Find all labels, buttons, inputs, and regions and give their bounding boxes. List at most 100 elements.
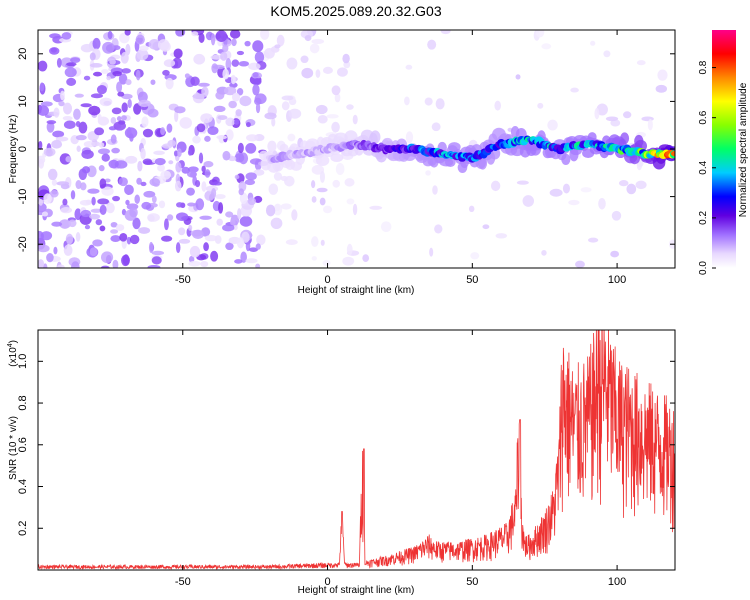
snr-x-tick-label: 100 bbox=[608, 576, 626, 588]
heatmap-cell bbox=[98, 165, 105, 172]
heatmap-cell bbox=[280, 175, 288, 182]
heatmap-cell bbox=[580, 187, 592, 193]
heatmap-cell bbox=[255, 243, 261, 250]
heatmap-cell bbox=[98, 142, 105, 148]
heatmap-cell bbox=[286, 57, 298, 70]
heatmap-cell bbox=[53, 107, 60, 118]
heatmap-cell bbox=[198, 33, 205, 44]
heatmap-cell bbox=[331, 121, 340, 133]
heatmap-panel: -50 0 50 100 -20 -10 0 10 20 Height of straight… bbox=[8, 29, 676, 296]
heatmap-cell bbox=[435, 98, 445, 110]
heatmap-cell bbox=[162, 69, 170, 76]
heatmap-cell bbox=[622, 111, 632, 119]
heatmap-cell bbox=[58, 100, 65, 107]
heatmap-cell bbox=[117, 91, 125, 97]
heatmap-cell bbox=[87, 188, 100, 194]
heatmap-cell bbox=[549, 188, 563, 197]
heatmap-cell bbox=[195, 198, 205, 211]
heatmap-cell bbox=[168, 160, 174, 165]
heatmap-cell bbox=[137, 160, 143, 172]
heatmap-cell bbox=[234, 119, 240, 125]
heatmap-cell bbox=[175, 30, 186, 37]
heatmap-cell bbox=[70, 190, 76, 200]
heatmap-cell bbox=[150, 79, 156, 85]
heatmap-cell bbox=[404, 96, 410, 106]
heatmap-cell bbox=[147, 214, 155, 222]
heatmap-cell bbox=[255, 102, 261, 114]
heatmap-cell bbox=[274, 203, 281, 212]
snr-scale-close: ) bbox=[8, 340, 19, 343]
heatmap-cell bbox=[310, 180, 316, 189]
heatmap-cell bbox=[301, 67, 314, 79]
heatmap-cell bbox=[99, 204, 107, 215]
heatmap-cell bbox=[346, 243, 353, 256]
heatmap-cell bbox=[245, 241, 251, 252]
heatmap-cell bbox=[127, 98, 132, 109]
heatmap-cell bbox=[138, 227, 151, 234]
heatmap-cell bbox=[39, 82, 45, 92]
heatmap-cell bbox=[231, 92, 241, 102]
heatmap-cell bbox=[244, 179, 256, 186]
heatmap-cell bbox=[190, 76, 200, 87]
heatmap-cell bbox=[610, 119, 621, 127]
heatmap-cell bbox=[267, 140, 277, 152]
heatmap-cell bbox=[81, 149, 94, 159]
colorbar-tick-label: 0.8 bbox=[698, 60, 709, 74]
heatmap-cell bbox=[245, 121, 251, 128]
heatmap-cell bbox=[594, 107, 600, 120]
heatmap-cell bbox=[80, 43, 94, 53]
heatmap-cell bbox=[115, 224, 125, 232]
heatmap-cell bbox=[254, 93, 267, 105]
heatmap-cell bbox=[56, 181, 70, 186]
heatmap-cell bbox=[119, 233, 128, 242]
heatmap-cell bbox=[74, 208, 82, 221]
heatmap-cell bbox=[218, 202, 224, 214]
heatmap-cell bbox=[38, 158, 45, 169]
heatmap-cell bbox=[125, 155, 138, 164]
heatmap-cell bbox=[162, 143, 173, 149]
heatmap-x-ticks: -50 0 50 100 bbox=[175, 30, 626, 286]
heatmap-cell bbox=[334, 93, 341, 103]
heatmap-cell bbox=[110, 235, 121, 243]
colorbar-ticks: 0.0 0.2 0.4 0.6 0.8 bbox=[698, 60, 716, 275]
heatmap-cell bbox=[153, 150, 165, 156]
heatmap-cell bbox=[140, 147, 146, 160]
heatmap-cell bbox=[110, 117, 117, 124]
heatmap-cell bbox=[97, 198, 109, 205]
heatmap-cell bbox=[38, 259, 45, 268]
heatmap-cell bbox=[101, 186, 114, 196]
heatmap-cell bbox=[121, 102, 128, 113]
heatmap-cell bbox=[316, 187, 328, 193]
heatmap-y-axis-label: Frequency (Hz) bbox=[8, 115, 19, 184]
snr-y-ticks: 0.2 0.4 0.6 0.8 1.0 bbox=[17, 354, 675, 536]
heatmap-cell bbox=[281, 95, 294, 101]
heatmap-cell bbox=[46, 120, 57, 125]
heatmap-cell bbox=[173, 48, 183, 59]
heatmap-cell bbox=[177, 148, 182, 158]
heatmap-cell bbox=[198, 152, 204, 164]
heatmap-cell bbox=[635, 180, 647, 190]
heatmap-cell bbox=[62, 102, 73, 115]
heatmap-cell bbox=[99, 225, 106, 232]
heatmap-cell bbox=[647, 119, 653, 131]
heatmap-cell bbox=[164, 218, 169, 231]
heatmap-cell bbox=[41, 211, 49, 217]
heatmap-cell bbox=[468, 205, 475, 213]
heatmap-cell bbox=[233, 224, 238, 231]
heatmap-cell bbox=[252, 40, 264, 53]
heatmap-cell bbox=[51, 140, 63, 149]
heatmap-cell bbox=[562, 183, 570, 194]
heatmap-cell bbox=[285, 239, 298, 245]
heatmap-cell bbox=[238, 60, 250, 67]
heatmap-cell bbox=[64, 67, 77, 78]
heatmap-cell bbox=[588, 237, 599, 243]
heatmap-cell bbox=[151, 195, 157, 204]
colorbar-label: Normalized spectral amplitude bbox=[738, 82, 749, 217]
heatmap-cell bbox=[101, 69, 109, 74]
heatmap-cell bbox=[60, 90, 65, 101]
heatmap-cell bbox=[212, 181, 223, 186]
heatmap-cell bbox=[112, 71, 122, 77]
heatmap-cell bbox=[43, 263, 48, 268]
heatmap-cell bbox=[175, 161, 182, 173]
heatmap-cell bbox=[222, 44, 229, 52]
